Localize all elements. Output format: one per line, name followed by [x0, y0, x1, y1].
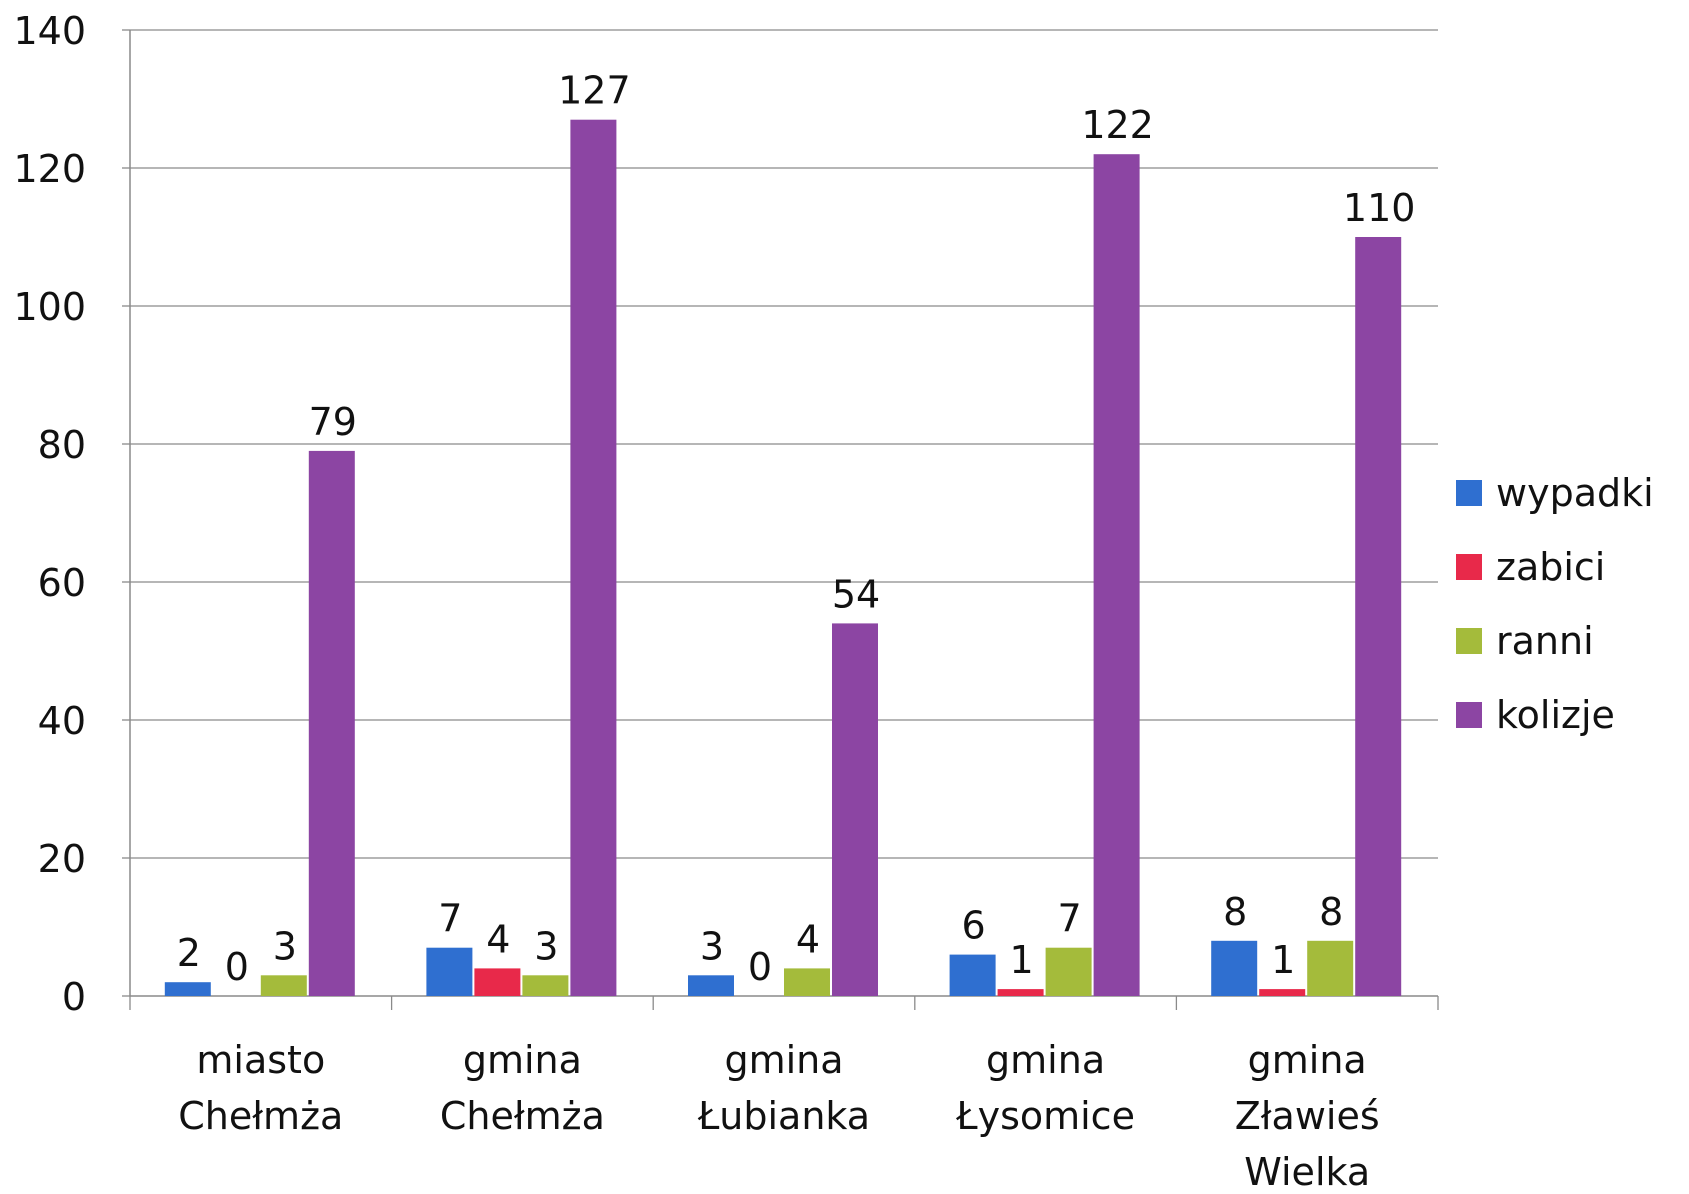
data-label: 8: [1319, 890, 1343, 934]
bar-wypadki: [426, 947, 473, 996]
bar-wypadki: [1211, 940, 1258, 996]
bar-zabici: [997, 989, 1044, 996]
category-label-line: miasto: [196, 1038, 325, 1082]
y-tick-label: 60: [38, 561, 86, 605]
data-label: 1: [1010, 938, 1034, 982]
data-label: 3: [534, 924, 558, 968]
bar-ranni: [260, 975, 307, 996]
legend-swatch-kolizje: [1456, 702, 1482, 728]
category-label: gmina Zławieś Wielka: [1235, 1038, 1380, 1194]
y-axis: 0 20 40 60 80 100 120 140: [13, 9, 131, 1019]
legend-label: kolizje: [1496, 693, 1615, 737]
category-label-line: Łubianka: [697, 1094, 870, 1138]
bar-kolizje: [570, 119, 617, 996]
data-label: 6: [962, 904, 986, 948]
category-label-line: gmina: [463, 1038, 582, 1082]
bar-ranni: [1045, 947, 1092, 996]
bar-ranni: [784, 968, 830, 996]
bars: [164, 119, 1402, 996]
y-tick-label: 0: [62, 975, 86, 1019]
category-label: gmina Chełmża: [440, 1038, 605, 1138]
bar-zabici: [474, 968, 521, 996]
data-label: 4: [796, 917, 820, 961]
bar-wypadki: [164, 982, 211, 996]
legend-swatch-wypadki: [1456, 480, 1482, 506]
category-label-line: gmina: [1248, 1038, 1367, 1082]
category-label-line: Chełmża: [178, 1094, 343, 1138]
category-label: gmina Łubianka: [697, 1038, 870, 1138]
data-label: 1: [1271, 938, 1295, 982]
legend-swatch-zabici: [1456, 554, 1482, 580]
data-label: 8: [1223, 890, 1247, 934]
data-label: 7: [1058, 897, 1082, 941]
data-label: 0: [225, 945, 249, 989]
y-tick-label: 100: [13, 285, 86, 329]
y-tick-label: 40: [38, 699, 86, 743]
bar-kolizje: [1355, 237, 1402, 996]
data-label: 2: [177, 931, 201, 975]
legend: wypadki zabici ranni kolizje: [1456, 471, 1654, 737]
data-label: 54: [832, 572, 880, 616]
legend-label: ranni: [1496, 619, 1594, 663]
bar-kolizje: [1093, 154, 1140, 996]
bar-ranni: [1307, 940, 1354, 996]
bar-ranni: [522, 975, 569, 996]
category-label: miasto Chełmża: [178, 1038, 343, 1138]
legend-swatch-ranni: [1456, 628, 1482, 654]
data-label: 127: [558, 69, 631, 113]
bar-zabici: [1259, 989, 1306, 996]
category-label-line: Zławieś: [1235, 1094, 1380, 1138]
category-label: gmina Łysomice: [955, 1038, 1135, 1138]
bar-wypadki: [688, 975, 734, 996]
data-label: 7: [438, 897, 462, 941]
category-label-line: Wielka: [1244, 1150, 1370, 1194]
y-tick-label: 120: [13, 147, 86, 191]
legend-label: zabici: [1496, 545, 1605, 589]
category-label-line: Chełmża: [440, 1094, 605, 1138]
legend-label: wypadki: [1496, 471, 1654, 515]
data-label: 0: [748, 945, 772, 989]
category-label-line: gmina: [986, 1038, 1105, 1082]
data-label: 122: [1081, 103, 1154, 147]
bar-wypadki: [949, 954, 996, 996]
category-label-line: gmina: [724, 1038, 843, 1082]
bar-kolizje: [308, 450, 355, 996]
category-label-line: Łysomice: [955, 1094, 1135, 1138]
data-label: 110: [1343, 186, 1416, 230]
data-label: 79: [309, 400, 357, 444]
data-label: 3: [273, 924, 297, 968]
data-label: 4: [486, 917, 510, 961]
y-tick-label: 140: [13, 9, 86, 53]
y-tick-label: 80: [38, 423, 86, 467]
y-tick-label: 20: [38, 837, 86, 881]
data-label: 3: [700, 924, 724, 968]
bar-kolizje: [832, 623, 878, 996]
